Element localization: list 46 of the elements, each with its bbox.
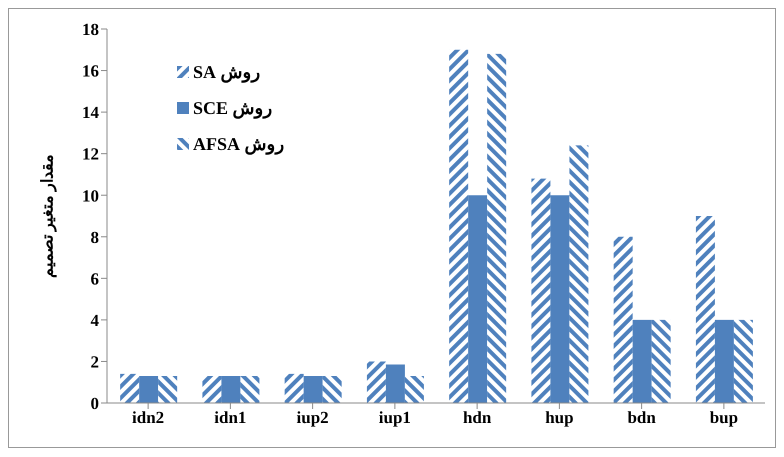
y-tick-label: 2 [90, 352, 99, 372]
x-tick-label: idn1 [214, 408, 246, 428]
bar [632, 320, 652, 403]
y-tick-label: 18 [82, 20, 99, 40]
bar [386, 364, 405, 403]
x-tick-label: idn2 [132, 408, 164, 428]
y-tick-label: 4 [90, 310, 100, 330]
bar [240, 376, 260, 403]
x-tick-label: hup [545, 408, 574, 428]
bar [404, 376, 424, 403]
bar [734, 320, 753, 403]
x-tick-label: bup [710, 408, 738, 428]
bar [284, 374, 304, 403]
bar [120, 374, 140, 403]
bar [652, 320, 671, 403]
bar [202, 376, 222, 403]
bar [366, 361, 386, 403]
bar [304, 376, 323, 403]
x-tick-label: iup2 [296, 408, 329, 428]
bar [449, 50, 468, 403]
y-tick-label: 8 [90, 228, 99, 247]
x-tick-label: iup1 [378, 408, 411, 428]
bar [221, 376, 240, 403]
x-tick-label: bdn [627, 408, 656, 428]
bar [487, 54, 506, 403]
y-tick-label: 10 [82, 186, 99, 206]
y-tick-label: 12 [82, 144, 99, 164]
bar [569, 145, 588, 403]
y-tick-label: 14 [82, 103, 100, 122]
x-tick-label: hdn [462, 408, 492, 428]
bar [531, 178, 550, 403]
bar [696, 216, 715, 403]
bar [468, 195, 488, 403]
bar [322, 376, 342, 403]
y-tick-label: 0 [90, 394, 99, 414]
legend-label: روش SA [193, 61, 261, 83]
bar [614, 236, 633, 403]
bar [550, 195, 570, 403]
legend-label: روش SCE [193, 97, 273, 119]
y-tick-label: 6 [90, 269, 99, 288]
y-tick-label: 16 [82, 62, 99, 81]
bar [139, 376, 158, 403]
bar [714, 320, 734, 403]
legend-label: روش AFSA [193, 133, 285, 155]
bar [158, 376, 178, 403]
y-axis-title: مقدار متغیر تصمیم [40, 154, 58, 278]
